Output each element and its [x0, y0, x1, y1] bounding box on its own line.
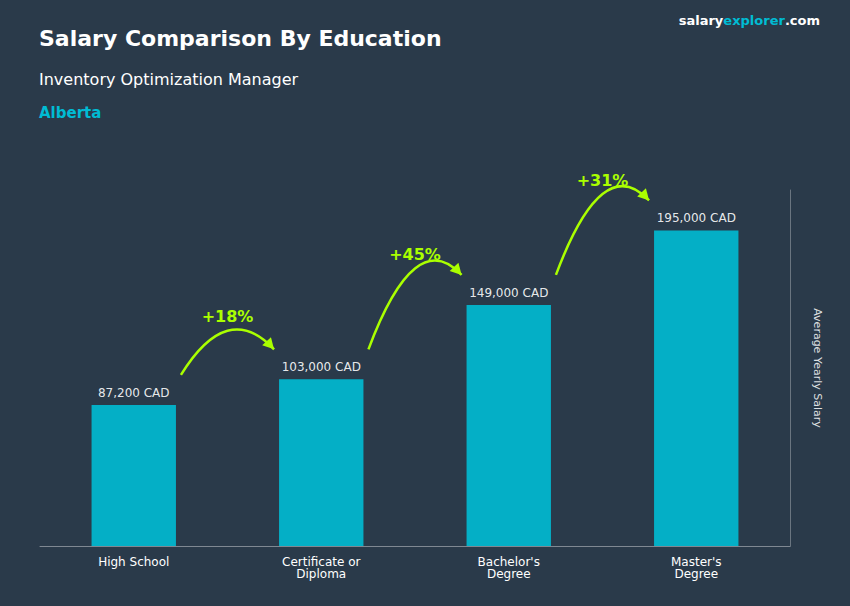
svg-text:103,000 CAD: 103,000 CAD	[282, 360, 361, 374]
svg-text:Inventory Optimization Manager: Inventory Optimization Manager	[39, 70, 299, 89]
svg-text:Average Yearly Salary: Average Yearly Salary	[811, 308, 824, 428]
svg-text:Degree: Degree	[674, 567, 718, 581]
svg-text:149,000 CAD: 149,000 CAD	[469, 286, 548, 300]
svg-text:salary: salary	[679, 13, 724, 28]
svg-text:Bachelor's: Bachelor's	[477, 555, 540, 569]
svg-text:+31%: +31%	[577, 171, 629, 190]
svg-text:explorer: explorer	[723, 13, 785, 28]
svg-text:Master's: Master's	[671, 555, 722, 569]
svg-text:+18%: +18%	[202, 307, 254, 326]
svg-text:High School: High School	[98, 555, 169, 569]
svg-text:Certificate or: Certificate or	[282, 555, 361, 569]
svg-text:Alberta: Alberta	[39, 104, 101, 122]
svg-text:Salary Comparison By Education: Salary Comparison By Education	[39, 26, 442, 51]
svg-text:+45%: +45%	[389, 245, 441, 264]
svg-text:87,200 CAD: 87,200 CAD	[98, 386, 170, 400]
svg-text:195,000 CAD: 195,000 CAD	[657, 211, 736, 225]
svg-text:.com: .com	[785, 13, 820, 28]
svg-text:Degree: Degree	[487, 567, 531, 581]
svg-text:Diploma: Diploma	[296, 567, 346, 581]
